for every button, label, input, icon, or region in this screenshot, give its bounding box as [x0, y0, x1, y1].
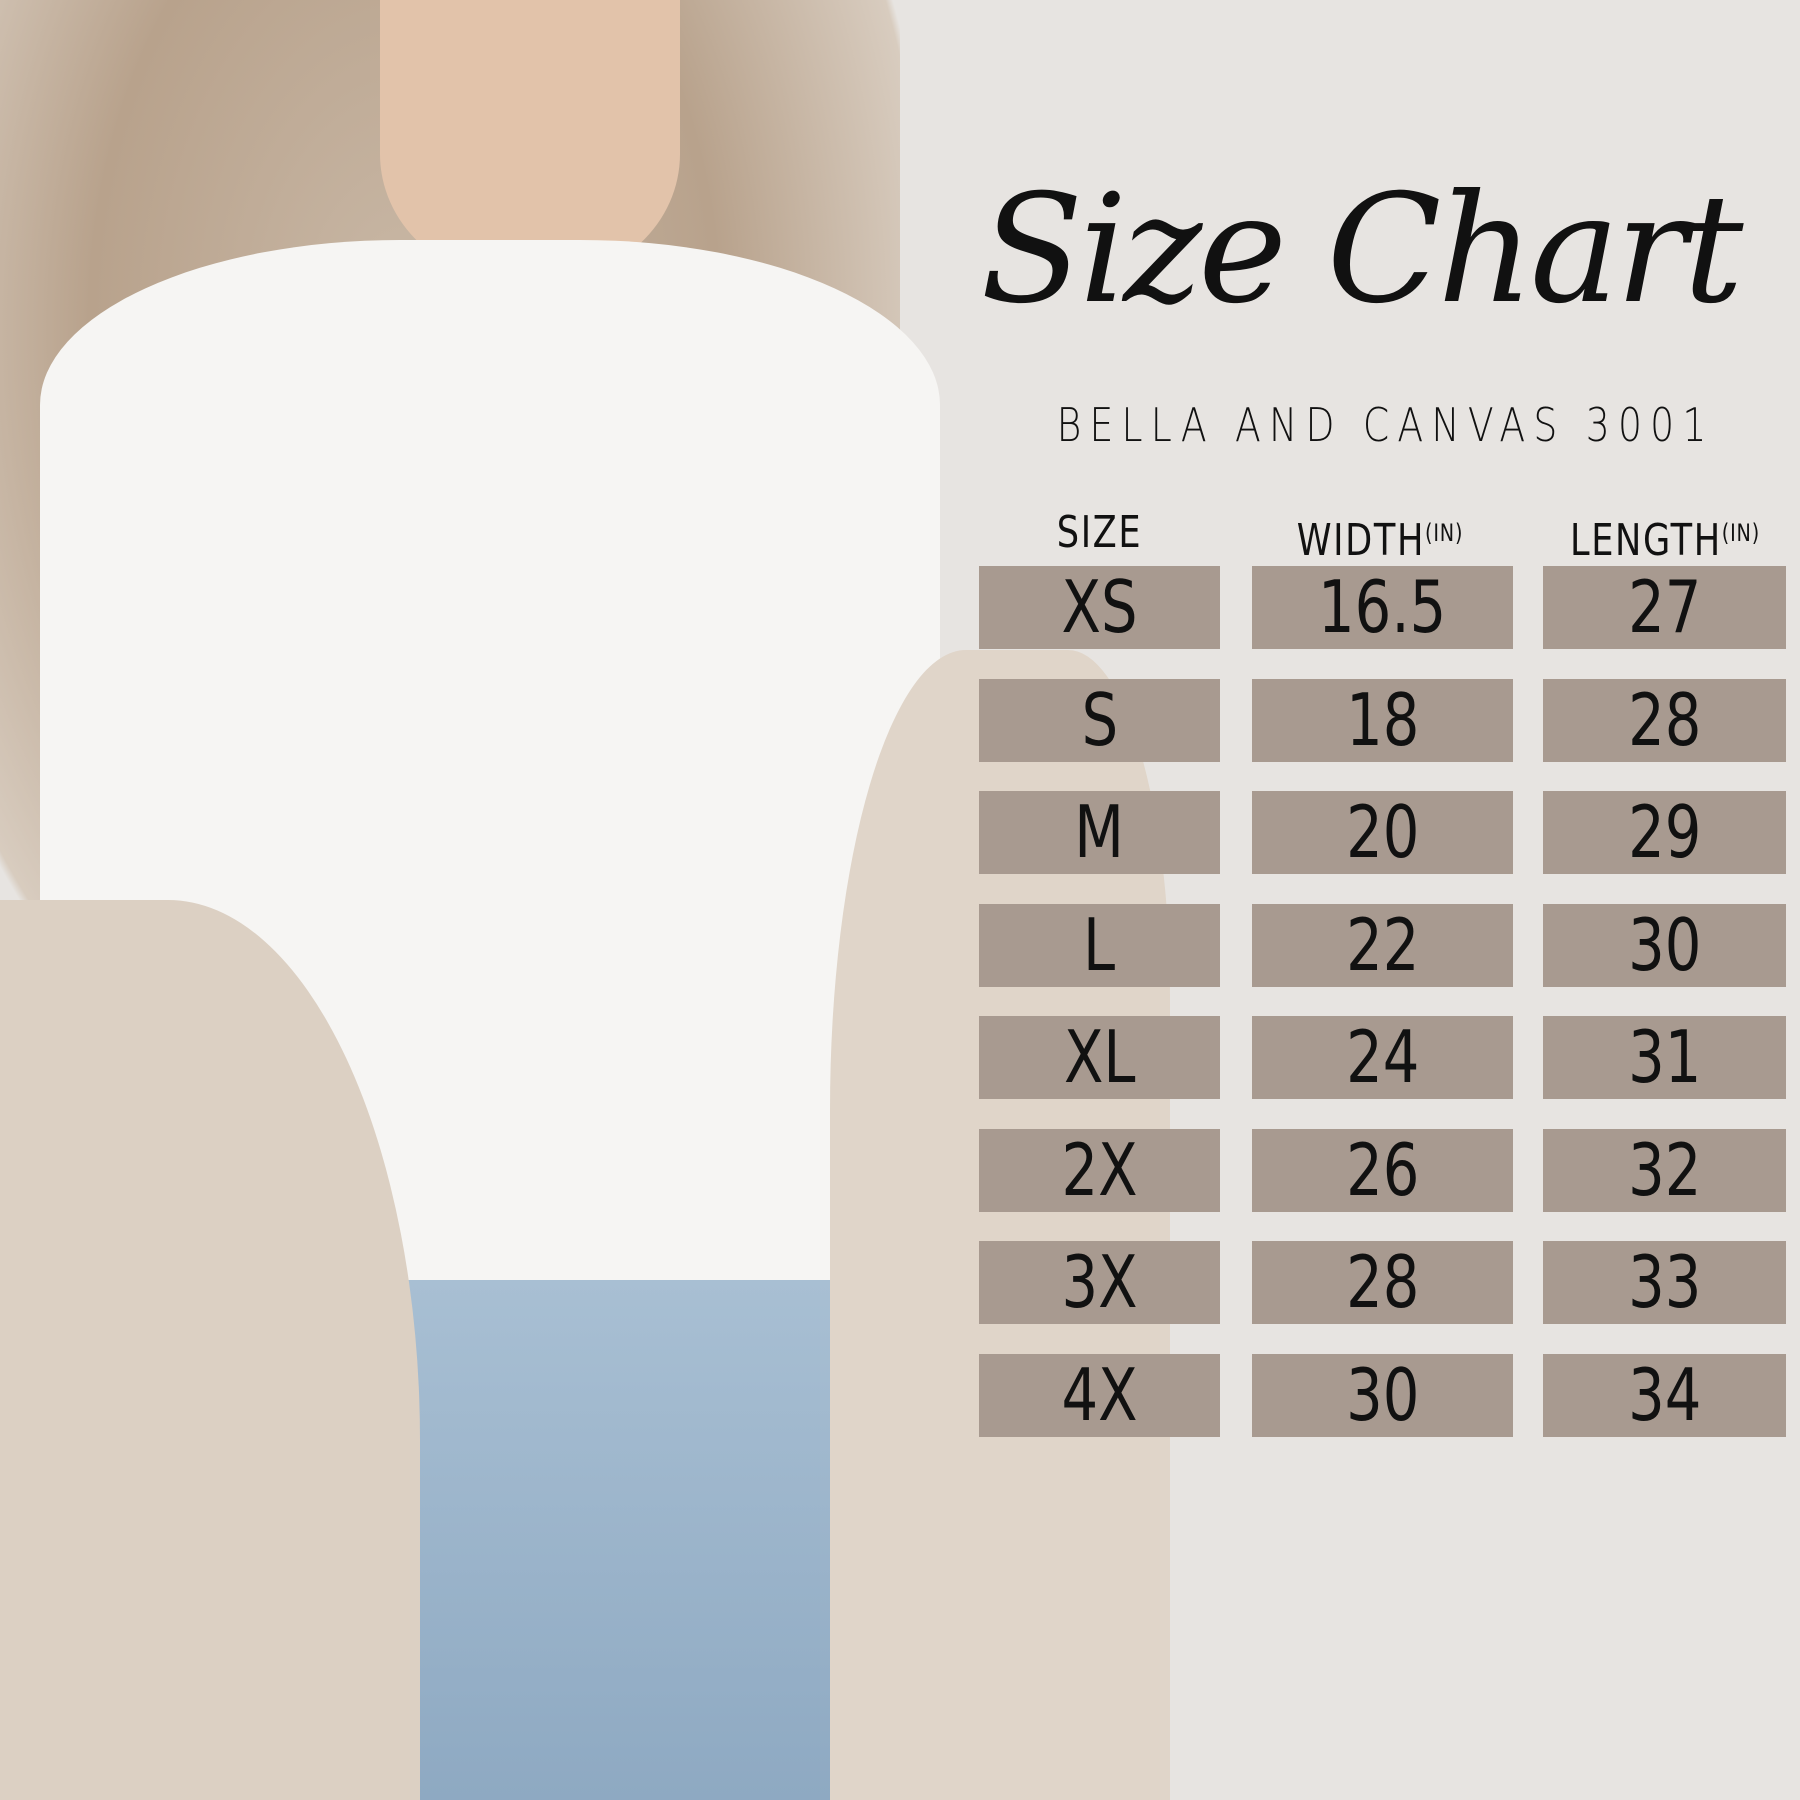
header-size: SIZE [1003, 508, 1196, 558]
size-cell-value: 2X [1061, 1128, 1138, 1212]
header-length-label: LENGTH [1570, 515, 1722, 566]
width-cell: 18 [1252, 678, 1513, 762]
length-cell-value: 27 [1627, 566, 1702, 649]
chart-title: Size Chart [980, 163, 1744, 337]
length-cell-value: 33 [1627, 1241, 1702, 1324]
size-cell-value: L [1083, 903, 1116, 987]
width-cell-value: 22 [1345, 903, 1420, 987]
width-cell-value: 26 [1345, 1128, 1420, 1212]
width-cell-value: 30 [1345, 1353, 1420, 1437]
size-cell-value: 4X [1061, 1353, 1138, 1437]
header-length: LENGTH(IN) [1557, 508, 1773, 566]
length-cell-value: 32 [1627, 1128, 1702, 1212]
size-cell: 4X [979, 1353, 1220, 1437]
width-cell: 16.5 [1252, 566, 1513, 649]
length-cell-value: 34 [1627, 1353, 1702, 1437]
length-cell: 32 [1543, 1128, 1786, 1212]
size-cell: XL [979, 1016, 1220, 1099]
length-cell-value: 30 [1627, 903, 1702, 987]
size-cell: XS [979, 566, 1220, 649]
width-cell-value: 28 [1345, 1241, 1420, 1324]
size-cell: 3X [979, 1241, 1220, 1324]
length-cell: 31 [1543, 1016, 1786, 1099]
length-cell-value: 31 [1627, 1016, 1702, 1099]
length-cell: 29 [1543, 791, 1786, 874]
header-width-label: WIDTH [1296, 515, 1426, 566]
length-cell: 33 [1543, 1241, 1786, 1324]
length-cell: 30 [1543, 903, 1786, 987]
width-cell: 24 [1252, 1016, 1513, 1099]
size-cell-value: 3X [1061, 1241, 1138, 1324]
size-cell-value: XL [1063, 1016, 1136, 1099]
length-cell-value: 29 [1627, 791, 1702, 874]
face-skin [380, 0, 680, 280]
width-cell: 20 [1252, 791, 1513, 874]
header-width-unit: (IN) [1425, 519, 1464, 547]
chart-subtitle: BELLA AND CANVAS 3001 [1056, 398, 1715, 452]
size-cell-value: M [1074, 791, 1125, 874]
length-cell: 28 [1543, 678, 1786, 762]
header-size-label: SIZE [1056, 507, 1143, 558]
size-cell-value: S [1081, 678, 1118, 762]
length-cell-value: 28 [1627, 678, 1702, 762]
size-cell: M [979, 791, 1220, 874]
width-cell-value: 24 [1345, 1016, 1420, 1099]
width-cell: 22 [1252, 903, 1513, 987]
size-cell: S [979, 678, 1220, 762]
size-cell-value: XS [1061, 566, 1138, 649]
width-cell: 26 [1252, 1128, 1513, 1212]
header-width: WIDTH(IN) [1268, 508, 1492, 566]
width-cell-value: 18 [1345, 678, 1420, 762]
size-cell: L [979, 903, 1220, 987]
header-length-unit: (IN) [1721, 519, 1760, 547]
length-cell: 34 [1543, 1353, 1786, 1437]
width-cell: 28 [1252, 1241, 1513, 1324]
length-cell: 27 [1543, 566, 1786, 649]
width-cell-value: 20 [1345, 791, 1420, 874]
width-cell: 30 [1252, 1353, 1513, 1437]
size-cell: 2X [979, 1128, 1220, 1212]
width-cell-value: 16.5 [1318, 566, 1447, 649]
model-photo [0, 0, 1170, 1800]
